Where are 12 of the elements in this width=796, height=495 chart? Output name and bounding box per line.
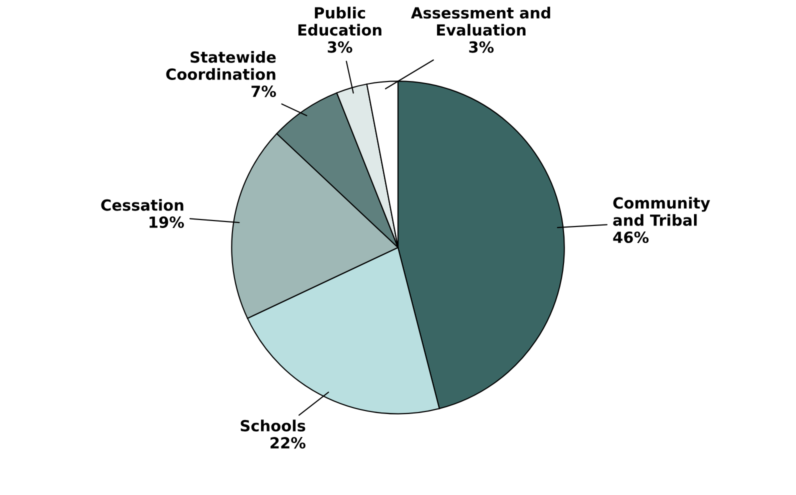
data-label: 3% xyxy=(469,41,494,53)
slice-label: Community and Tribal xyxy=(613,196,710,226)
data-label: 3% xyxy=(328,41,352,53)
slice-label: Statewide Coordination xyxy=(166,51,276,80)
data-label: 22% xyxy=(270,437,306,449)
slice-label: Public Education xyxy=(298,6,382,36)
data-label: 46% xyxy=(613,231,649,244)
slice-label: Schools xyxy=(240,420,306,432)
data-label: 19% xyxy=(150,216,184,228)
slice-label: Cessation xyxy=(101,199,184,211)
data-label: 7% xyxy=(252,86,276,98)
slice-label: Assessment and Evaluation xyxy=(411,6,550,36)
